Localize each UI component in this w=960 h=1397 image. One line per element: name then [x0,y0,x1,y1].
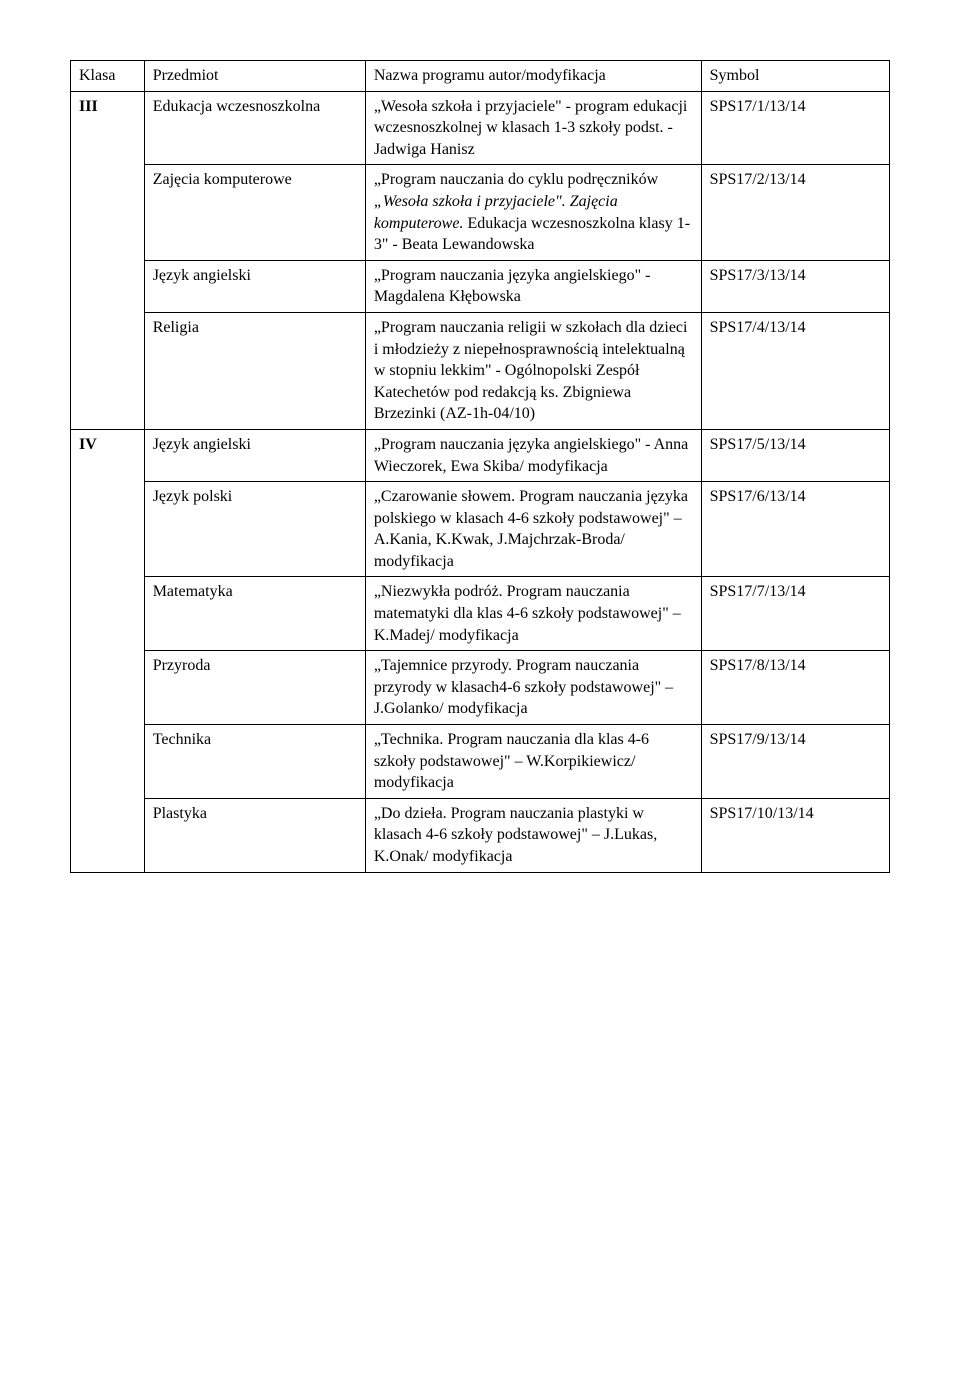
klasa-cell: IV [71,429,145,872]
curriculum-table: KlasaPrzedmiotNazwa programu autor/modyf… [70,60,890,873]
table-row: IVJęzyk angielski„Program nauczania języ… [71,429,890,481]
program-text: „Niezwykła podróż. Program nauczania mat… [374,583,681,643]
symbol-cell: SPS17/10/13/14 [701,798,889,872]
header-row: KlasaPrzedmiotNazwa programu autor/modyf… [71,61,890,92]
program-text: „Technika. Program nauczania dla klas 4-… [374,731,649,791]
table-row: IIIEdukacja wczesnoszkolna„Wesoła szkoła… [71,91,890,165]
symbol-cell: SPS17/4/13/14 [701,312,889,429]
klasa-cell: III [71,91,145,429]
przedmiot-cell: Technika [144,725,365,799]
header-klasa: Klasa [71,61,145,92]
przedmiot-cell: Język angielski [144,260,365,312]
table-row: Język polski„Czarowanie słowem. Program … [71,482,890,577]
program-text: „Do dzieła. Program nauczania plastyki w… [374,805,657,865]
program-cell: „Tajemnice przyrody. Program nauczania p… [365,651,701,725]
program-cell: „Do dzieła. Program nauczania plastyki w… [365,798,701,872]
program-text: „Program nauczania języka angielskiego" … [374,267,651,306]
program-cell: „Wesoła szkoła i przyjaciele" - program … [365,91,701,165]
przedmiot-cell: Język angielski [144,429,365,481]
program-cell: „Program nauczania religii w szkołach dl… [365,312,701,429]
symbol-cell: SPS17/8/13/14 [701,651,889,725]
program-text: „Program nauczania religii w szkołach dl… [374,319,688,422]
header-program: Nazwa programu autor/modyfikacja [365,61,701,92]
przedmiot-cell: Język polski [144,482,365,577]
table-row: Język angielski„Program nauczania języka… [71,260,890,312]
program-text: „Program nauczania do cyklu podręczników [374,171,658,188]
symbol-cell: SPS17/3/13/14 [701,260,889,312]
symbol-cell: SPS17/1/13/14 [701,91,889,165]
table-row: Plastyka„Do dzieła. Program nauczania pl… [71,798,890,872]
przedmiot-cell: Przyroda [144,651,365,725]
symbol-cell: SPS17/6/13/14 [701,482,889,577]
przedmiot-cell: Religia [144,312,365,429]
przedmiot-cell: Plastyka [144,798,365,872]
symbol-cell: SPS17/2/13/14 [701,165,889,260]
program-cell: „Program nauczania do cyklu podręczników… [365,165,701,260]
przedmiot-cell: Matematyka [144,577,365,651]
table-row: Zajęcia komputerowe„Program nauczania do… [71,165,890,260]
symbol-cell: SPS17/9/13/14 [701,725,889,799]
header-symbol: Symbol [701,61,889,92]
table-row: Technika„Technika. Program nauczania dla… [71,725,890,799]
table-row: Matematyka„Niezwykła podróż. Program nau… [71,577,890,651]
program-text: „Tajemnice przyrody. Program nauczania p… [374,657,673,717]
program-cell: „Technika. Program nauczania dla klas 4-… [365,725,701,799]
program-text: „Program nauczania języka angielskiego" … [374,436,688,475]
program-cell: „Niezwykła podróż. Program nauczania mat… [365,577,701,651]
przedmiot-cell: Zajęcia komputerowe [144,165,365,260]
program-cell: „Czarowanie słowem. Program nauczania ję… [365,482,701,577]
table-row: Religia„Program nauczania religii w szko… [71,312,890,429]
table-row: Przyroda„Tajemnice przyrody. Program nau… [71,651,890,725]
program-cell: „Program nauczania języka angielskiego" … [365,429,701,481]
symbol-cell: SPS17/5/13/14 [701,429,889,481]
header-przedmiot: Przedmiot [144,61,365,92]
program-text: „Wesoła szkoła i przyjaciele" - program … [374,98,688,158]
program-cell: „Program nauczania języka angielskiego" … [365,260,701,312]
symbol-cell: SPS17/7/13/14 [701,577,889,651]
przedmiot-cell: Edukacja wczesnoszkolna [144,91,365,165]
program-text: „Czarowanie słowem. Program nauczania ję… [374,488,688,570]
